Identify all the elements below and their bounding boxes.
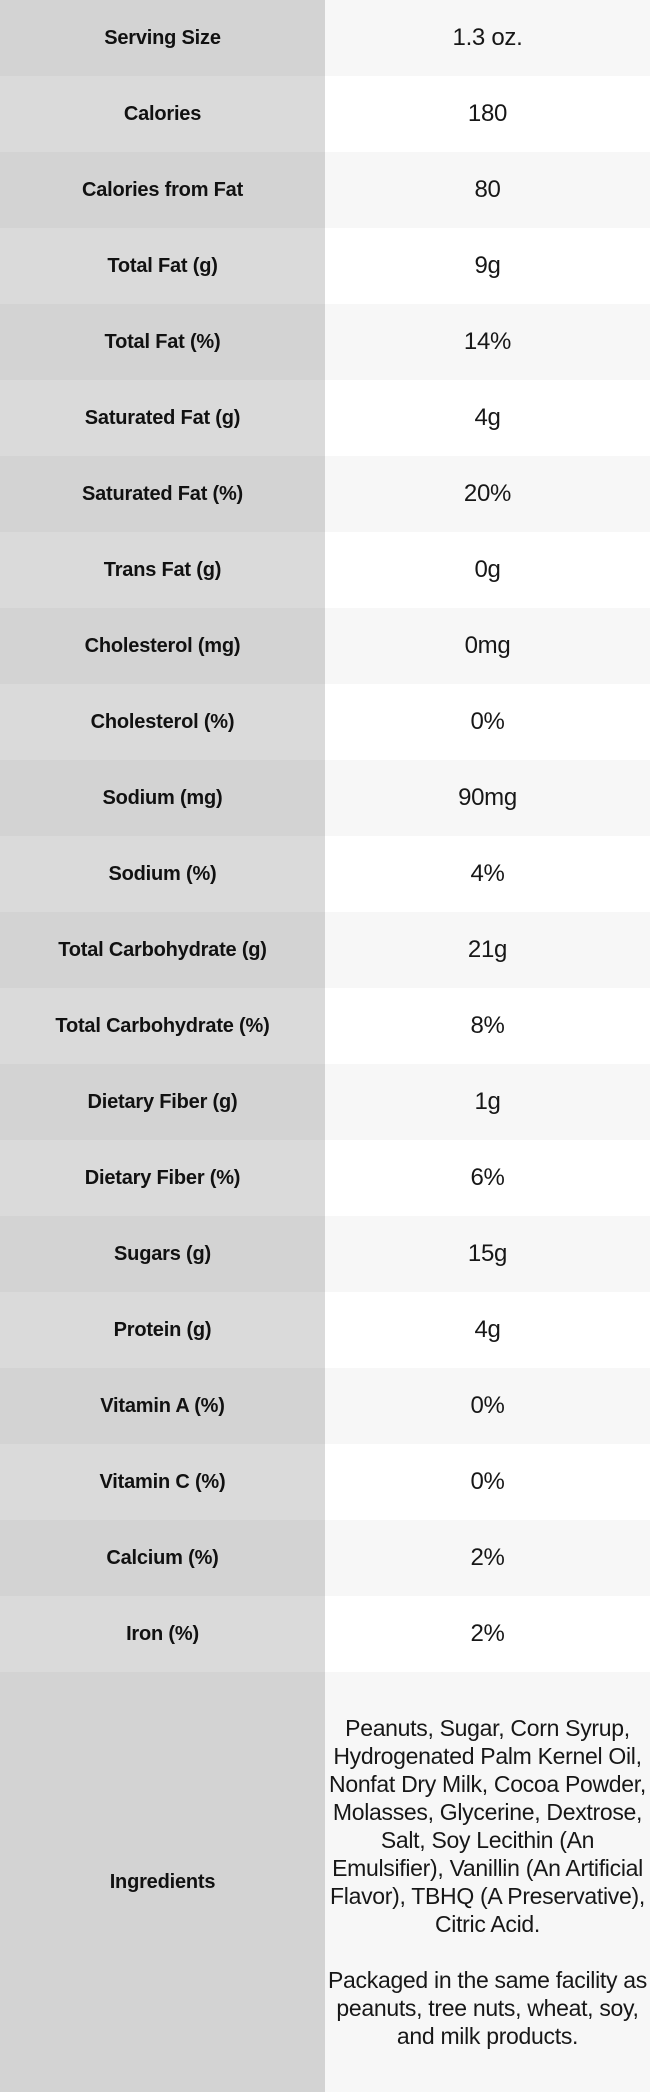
row-label: Iron (%) xyxy=(0,1596,325,1672)
table-row-ingredients: Ingredients Peanuts, Sugar, Corn Syrup, … xyxy=(0,1672,650,2092)
row-value: 0% xyxy=(325,1444,650,1520)
table-row-trans-fat-g: Trans Fat (g) 0g xyxy=(0,532,650,608)
row-label: Vitamin C (%) xyxy=(0,1444,325,1520)
table-row-cholesterol-mg: Cholesterol (mg) 0mg xyxy=(0,608,650,684)
row-value: 2% xyxy=(325,1520,650,1596)
row-value: 1.3 oz. xyxy=(325,0,650,76)
table-row-iron-pct: Iron (%) 2% xyxy=(0,1596,650,1672)
table-row-cholesterol-pct: Cholesterol (%) 0% xyxy=(0,684,650,760)
table-row-vitamin-a-pct: Vitamin A (%) 0% xyxy=(0,1368,650,1444)
row-label: Cholesterol (%) xyxy=(0,684,325,760)
table-row-calories: Calories 180 xyxy=(0,76,650,152)
table-row-sodium-pct: Sodium (%) 4% xyxy=(0,836,650,912)
row-value: 80 xyxy=(325,152,650,228)
row-label: Total Fat (g) xyxy=(0,228,325,304)
table-row-dietary-fiber-g: Dietary Fiber (g) 1g xyxy=(0,1064,650,1140)
row-label: Total Carbohydrate (%) xyxy=(0,988,325,1064)
row-value: 9g xyxy=(325,228,650,304)
row-value: 0mg xyxy=(325,608,650,684)
ingredients-label: Ingredients xyxy=(0,1672,325,2092)
table-row-saturated-fat-pct: Saturated Fat (%) 20% xyxy=(0,456,650,532)
row-label: Calories xyxy=(0,76,325,152)
table-row-total-fat-g: Total Fat (g) 9g xyxy=(0,228,650,304)
row-label: Sodium (%) xyxy=(0,836,325,912)
table-row-total-carbohydrate-g: Total Carbohydrate (g) 21g xyxy=(0,912,650,988)
row-value: 20% xyxy=(325,456,650,532)
row-label: Saturated Fat (g) xyxy=(0,380,325,456)
row-label: Vitamin A (%) xyxy=(0,1368,325,1444)
row-label: Sodium (mg) xyxy=(0,760,325,836)
row-value: 8% xyxy=(325,988,650,1064)
row-value: 6% xyxy=(325,1140,650,1216)
ingredients-text: Peanuts, Sugar, Corn Syrup, Hydrogenated… xyxy=(325,1672,650,2092)
row-value: 2% xyxy=(325,1596,650,1672)
row-value: 1g xyxy=(325,1064,650,1140)
row-label: Saturated Fat (%) xyxy=(0,456,325,532)
table-row-sugars-g: Sugars (g) 15g xyxy=(0,1216,650,1292)
table-row-calories-from-fat: Calories from Fat 80 xyxy=(0,152,650,228)
row-value: 90mg xyxy=(325,760,650,836)
row-label: Calories from Fat xyxy=(0,152,325,228)
table-row-sodium-mg: Sodium (mg) 90mg xyxy=(0,760,650,836)
row-value: 21g xyxy=(325,912,650,988)
table-row-dietary-fiber-pct: Dietary Fiber (%) 6% xyxy=(0,1140,650,1216)
table-row-vitamin-c-pct: Vitamin C (%) 0% xyxy=(0,1444,650,1520)
row-label: Cholesterol (mg) xyxy=(0,608,325,684)
row-value: 0% xyxy=(325,684,650,760)
row-label: Serving Size xyxy=(0,0,325,76)
row-label: Dietary Fiber (%) xyxy=(0,1140,325,1216)
table-row-serving-size: Serving Size 1.3 oz. xyxy=(0,0,650,76)
row-value: 4% xyxy=(325,836,650,912)
row-value: 0% xyxy=(325,1368,650,1444)
row-value: 4g xyxy=(325,380,650,456)
row-value: 15g xyxy=(325,1216,650,1292)
row-label: Dietary Fiber (g) xyxy=(0,1064,325,1140)
table-row-protein-g: Protein (g) 4g xyxy=(0,1292,650,1368)
row-value: 14% xyxy=(325,304,650,380)
table-row-total-carbohydrate-pct: Total Carbohydrate (%) 8% xyxy=(0,988,650,1064)
row-label: Trans Fat (g) xyxy=(0,532,325,608)
row-label: Protein (g) xyxy=(0,1292,325,1368)
row-value: 0g xyxy=(325,532,650,608)
row-label: Total Fat (%) xyxy=(0,304,325,380)
table-row-calcium-pct: Calcium (%) 2% xyxy=(0,1520,650,1596)
table-row-saturated-fat-g: Saturated Fat (g) 4g xyxy=(0,380,650,456)
row-label: Calcium (%) xyxy=(0,1520,325,1596)
table-row-total-fat-pct: Total Fat (%) 14% xyxy=(0,304,650,380)
row-label: Sugars (g) xyxy=(0,1216,325,1292)
row-value: 4g xyxy=(325,1292,650,1368)
row-value: 180 xyxy=(325,76,650,152)
row-label: Total Carbohydrate (g) xyxy=(0,912,325,988)
